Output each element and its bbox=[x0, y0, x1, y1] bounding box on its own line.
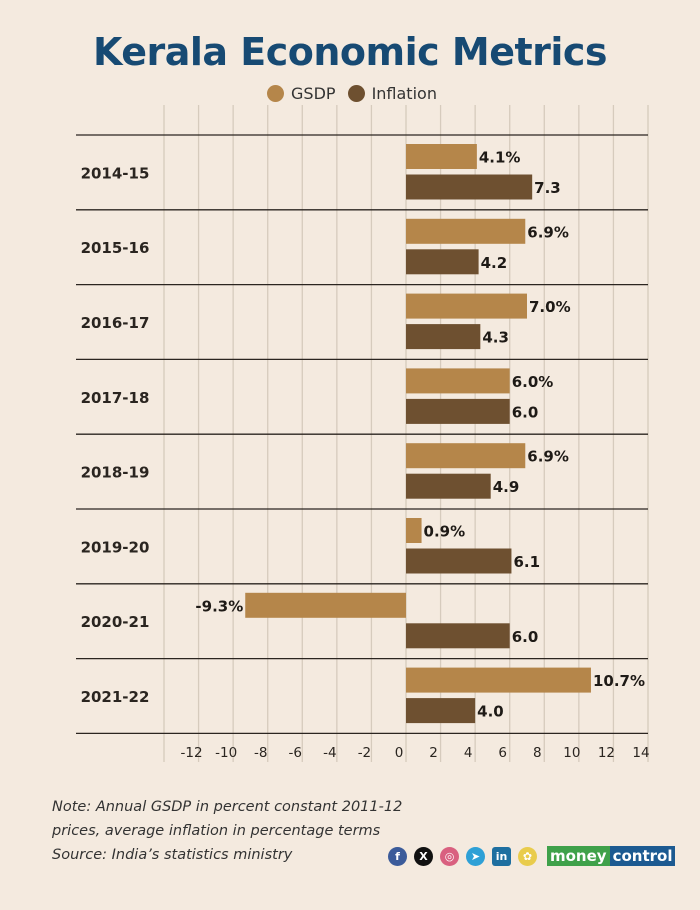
note-line: prices, average inflation in percentage … bbox=[52, 823, 381, 839]
category-label: 2015-16 bbox=[81, 239, 150, 257]
x-tick-label: -2 bbox=[358, 745, 371, 761]
category-label: 2020-21 bbox=[81, 613, 150, 631]
x-tick-label: 2 bbox=[429, 745, 438, 761]
legend-swatch-inflation bbox=[347, 85, 365, 102]
bar-inflation bbox=[406, 249, 479, 275]
brand-part-money: money bbox=[547, 846, 610, 866]
category-label: 2017-18 bbox=[81, 389, 150, 407]
social-bar: f X ◎ ➤ in ✿ money control bbox=[388, 846, 676, 866]
data-label: 6.9% bbox=[527, 448, 569, 466]
bar-inflation bbox=[406, 398, 510, 424]
bar-inflation bbox=[406, 473, 491, 499]
x-tick-label: 6 bbox=[498, 745, 507, 761]
legend-item-gsdp: GSDP bbox=[267, 84, 336, 103]
bar-gsdp bbox=[245, 592, 406, 618]
x-icon[interactable]: X bbox=[414, 846, 433, 866]
data-label: 7.3 bbox=[534, 179, 561, 197]
data-label: -9.3% bbox=[195, 597, 243, 615]
data-label: 4.2 bbox=[481, 254, 508, 272]
data-label: 6.0 bbox=[512, 403, 539, 421]
brand-part-control: control bbox=[609, 846, 676, 866]
instagram-icon[interactable]: ◎ bbox=[440, 846, 459, 866]
bar-gsdp bbox=[406, 667, 591, 693]
bar-inflation bbox=[406, 698, 476, 724]
bar-inflation bbox=[406, 324, 481, 350]
data-label: 6.1 bbox=[513, 553, 540, 571]
telegram-icon[interactable]: ➤ bbox=[466, 846, 485, 866]
bar-chart: 2014-15 4.1% 7.3 2015-16 6.9% 4.2 2016-17 7.0% 4… bbox=[76, 105, 650, 762]
x-tick-label: 0 bbox=[395, 745, 404, 761]
legend: GSDP Inflation bbox=[0, 84, 700, 103]
data-label: 7.0% bbox=[529, 298, 571, 316]
category-label: 2018-19 bbox=[81, 464, 150, 482]
legend-label-gsdp: GSDP bbox=[291, 84, 336, 103]
source-line: Source: India’s statistics ministry bbox=[52, 847, 293, 863]
data-label: 4.0 bbox=[477, 703, 504, 721]
x-tick-label: -4 bbox=[323, 745, 336, 761]
x-tick-label: -6 bbox=[289, 745, 302, 761]
x-tick-label: -8 bbox=[254, 745, 267, 761]
category-label: 2021-22 bbox=[81, 688, 150, 706]
data-label: 4.1% bbox=[479, 149, 521, 167]
legend-item-inflation: Inflation bbox=[347, 84, 437, 103]
footer-note: Note: Annual GSDP in percent constant 20… bbox=[52, 795, 402, 867]
bar-gsdp bbox=[406, 218, 526, 244]
data-label: 6.0% bbox=[512, 373, 554, 391]
x-tick-label: 12 bbox=[598, 745, 615, 761]
facebook-icon[interactable]: f bbox=[388, 846, 407, 866]
x-tick-label: 10 bbox=[563, 745, 580, 761]
chart-title: Kerala Economic Metrics bbox=[92, 30, 608, 74]
x-tick-label: 8 bbox=[533, 745, 542, 761]
x-tick-label: -12 bbox=[181, 745, 203, 761]
legend-swatch-gsdp bbox=[267, 85, 285, 102]
bar-gsdp bbox=[406, 518, 422, 543]
bar-gsdp bbox=[406, 144, 477, 169]
data-label: 0.9% bbox=[424, 523, 466, 541]
data-label: 4.3 bbox=[482, 329, 509, 347]
moneycontrol-logo[interactable]: money control bbox=[547, 846, 676, 866]
category-label: 2016-17 bbox=[81, 314, 150, 332]
legend-label-inflation: Inflation bbox=[371, 84, 437, 103]
data-label: 6.0 bbox=[512, 628, 539, 646]
x-tick-label: 4 bbox=[464, 745, 473, 761]
bar-inflation bbox=[406, 623, 510, 649]
bar-gsdp bbox=[406, 443, 526, 469]
bar-gsdp bbox=[406, 368, 510, 394]
bar-inflation bbox=[406, 174, 533, 200]
data-label: 6.9% bbox=[527, 223, 569, 241]
data-label: 4.9 bbox=[493, 478, 520, 496]
bar-inflation bbox=[406, 548, 512, 574]
x-tick-label: -10 bbox=[215, 745, 237, 761]
category-label: 2019-20 bbox=[81, 538, 150, 556]
category-label: 2014-15 bbox=[81, 164, 150, 182]
snapchat-icon[interactable]: ✿ bbox=[518, 846, 537, 866]
linkedin-icon[interactable]: in bbox=[492, 846, 511, 866]
note-line: Note: Annual GSDP in percent constant 20… bbox=[52, 799, 403, 815]
data-label: 10.7% bbox=[593, 672, 645, 690]
x-tick-label: 14 bbox=[632, 745, 649, 761]
bar-gsdp bbox=[406, 293, 527, 319]
